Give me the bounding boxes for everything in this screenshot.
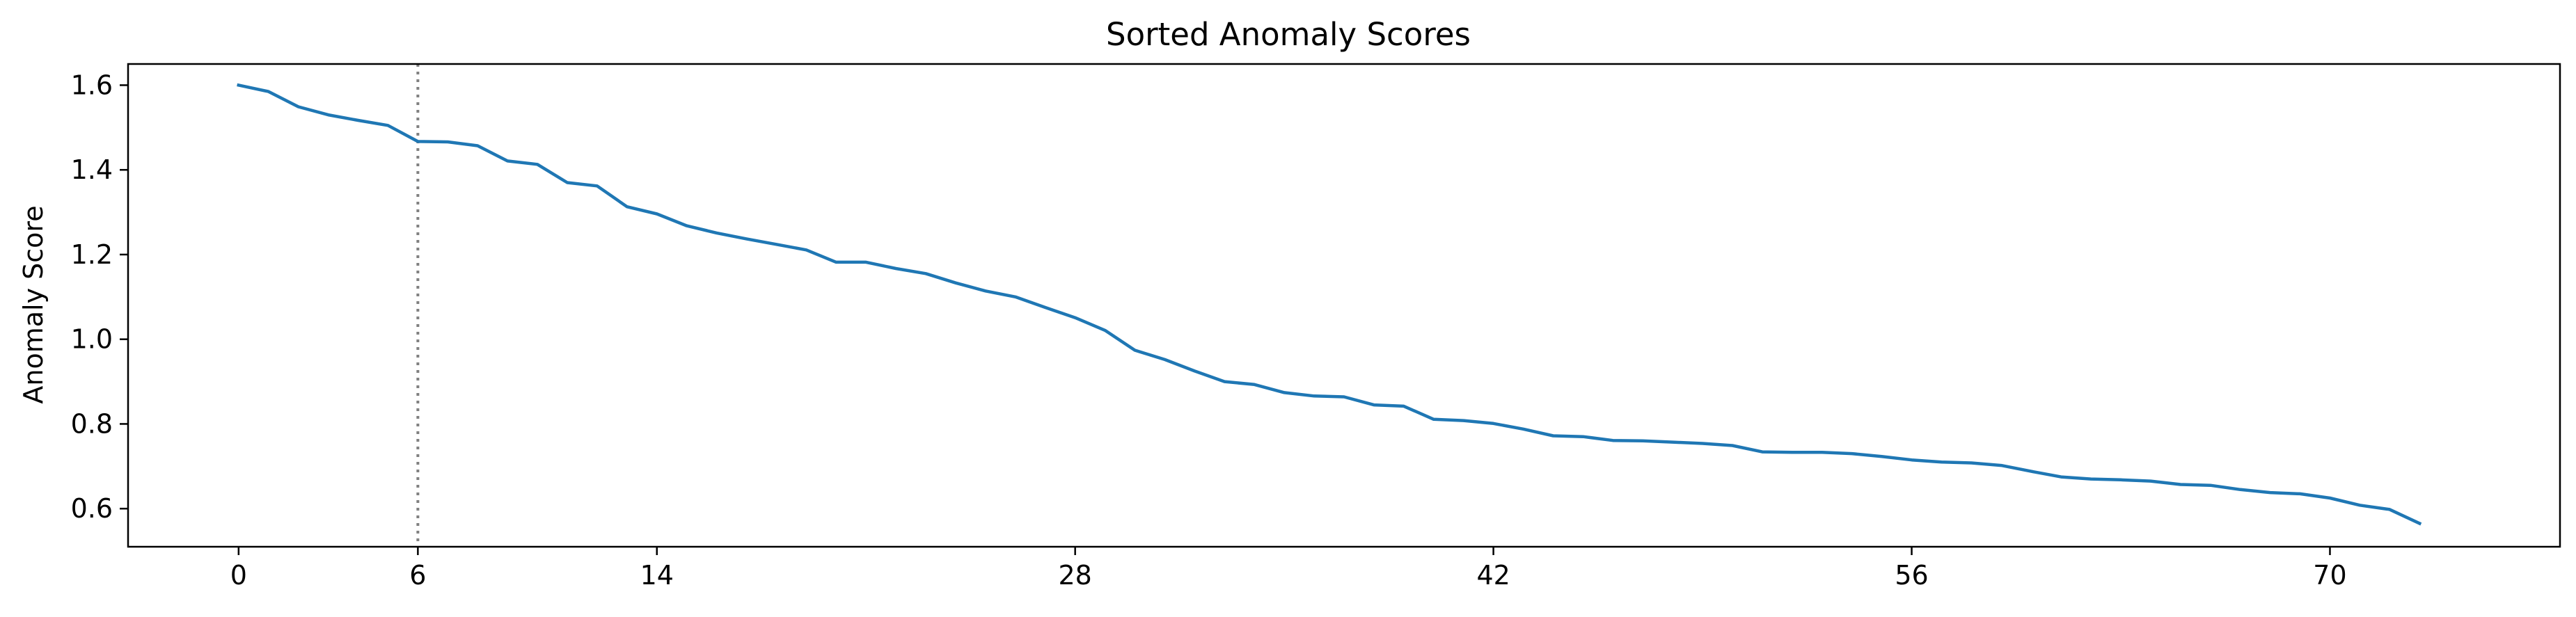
y-tick-label: 1.4 xyxy=(71,154,113,185)
y-tick-label: 1.6 xyxy=(71,70,113,100)
chart-title: Sorted Anomaly Scores xyxy=(1106,16,1471,53)
series-line xyxy=(237,83,2422,526)
x-tick-label: 28 xyxy=(1059,560,1092,591)
y-axis-label: Anomaly Score xyxy=(18,205,49,403)
y-tick-label: 1.2 xyxy=(71,239,113,270)
y-axis-ticks: 0.6 0.8 1.0 1.2 1.4 1.6 xyxy=(71,70,128,524)
y-tick-label: 0.6 xyxy=(71,493,113,524)
y-tick-label: 0.8 xyxy=(71,408,113,439)
x-tick-label: 42 xyxy=(1476,560,1510,591)
x-tick-label: 6 xyxy=(409,560,426,591)
y-tick-label: 1.0 xyxy=(71,324,113,355)
x-tick-label: 14 xyxy=(640,560,674,591)
x-tick-label: 0 xyxy=(230,560,247,591)
x-tick-label: 56 xyxy=(1895,560,1928,591)
x-tick-label: 70 xyxy=(2313,560,2346,591)
x-axis-ticks: 0 6 14 28 42 56 70 xyxy=(230,547,2347,591)
axes-frame xyxy=(127,63,2561,548)
plot-area xyxy=(237,64,2422,547)
